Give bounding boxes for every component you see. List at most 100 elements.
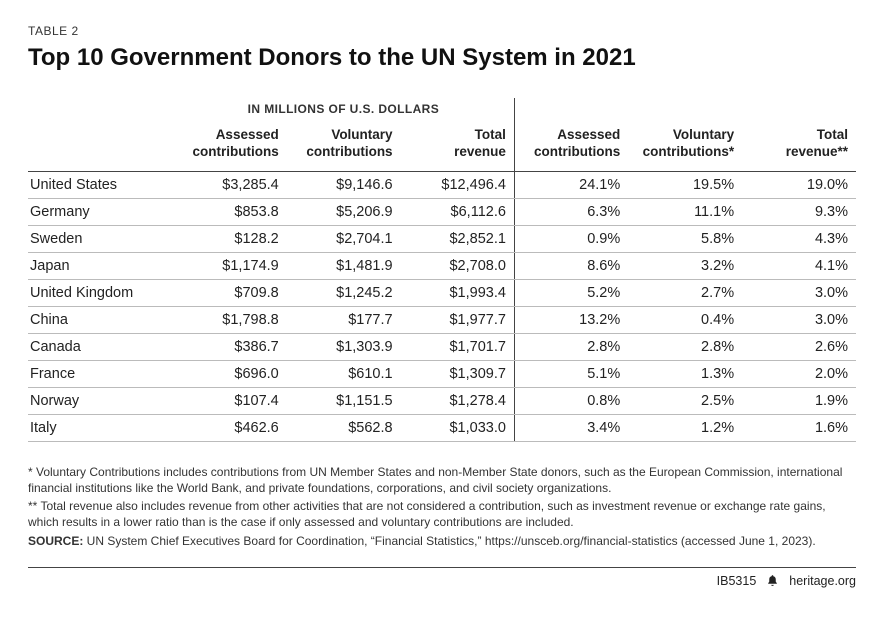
cell-total-usd: $12,496.4 xyxy=(401,171,515,198)
cell-country: Sweden xyxy=(28,225,173,252)
cell-assessed-usd: $128.2 xyxy=(173,225,287,252)
cell-voluntary-usd: $5,206.9 xyxy=(287,198,401,225)
source-text: UN System Chief Executives Board for Coo… xyxy=(83,534,815,548)
cell-total-pct: 9.3% xyxy=(742,198,856,225)
cell-assessed-pct: 13.2% xyxy=(514,306,628,333)
cell-voluntary-pct: 2.5% xyxy=(628,387,742,414)
cell-voluntary-usd: $1,303.9 xyxy=(287,333,401,360)
cell-country: Italy xyxy=(28,414,173,441)
col-country xyxy=(28,123,173,171)
source-line: SOURCE: UN System Chief Executives Board… xyxy=(28,533,856,549)
cell-assessed-pct: 8.6% xyxy=(514,252,628,279)
table-row: Japan$1,174.9$1,481.9$2,708.08.6%3.2%4.1… xyxy=(28,252,856,279)
footer-id: IB5315 xyxy=(717,574,757,588)
table-row: Germany$853.8$5,206.9$6,112.66.3%11.1%9.… xyxy=(28,198,856,225)
cell-total-usd: $6,112.6 xyxy=(401,198,515,225)
cell-assessed-pct: 0.8% xyxy=(514,387,628,414)
cell-country: Canada xyxy=(28,333,173,360)
cell-assessed-usd: $696.0 xyxy=(173,360,287,387)
footer-site: heritage.org xyxy=(789,574,856,588)
cell-voluntary-usd: $562.8 xyxy=(287,414,401,441)
cell-total-pct: 4.1% xyxy=(742,252,856,279)
table-row: China$1,798.8$177.7$1,977.713.2%0.4%3.0% xyxy=(28,306,856,333)
cell-country: France xyxy=(28,360,173,387)
table-label: TABLE 2 xyxy=(28,24,856,38)
cell-country: Norway xyxy=(28,387,173,414)
cell-assessed-usd: $853.8 xyxy=(173,198,287,225)
cell-total-pct: 4.3% xyxy=(742,225,856,252)
cell-assessed-pct: 24.1% xyxy=(514,171,628,198)
cell-voluntary-usd: $610.1 xyxy=(287,360,401,387)
cell-voluntary-usd: $1,245.2 xyxy=(287,279,401,306)
cell-total-usd: $1,033.0 xyxy=(401,414,515,441)
cell-assessed-usd: $386.7 xyxy=(173,333,287,360)
footnotes: * Voluntary Contributions includes contr… xyxy=(28,464,856,549)
col-voluntary-pct: Voluntarycontributions* xyxy=(628,123,742,171)
cell-total-pct: 2.0% xyxy=(742,360,856,387)
cell-voluntary-pct: 1.2% xyxy=(628,414,742,441)
cell-total-usd: $1,309.7 xyxy=(401,360,515,387)
page-title: Top 10 Government Donors to the UN Syste… xyxy=(28,44,856,72)
cell-total-pct: 2.6% xyxy=(742,333,856,360)
table-row: Italy$462.6$562.8$1,033.03.4%1.2%1.6% xyxy=(28,414,856,441)
cell-assessed-pct: 0.9% xyxy=(514,225,628,252)
footnote-2: ** Total revenue also includes revenue f… xyxy=(28,498,856,530)
cell-assessed-usd: $3,285.4 xyxy=(173,171,287,198)
cell-country: Japan xyxy=(28,252,173,279)
table-row: France$696.0$610.1$1,309.75.1%1.3%2.0% xyxy=(28,360,856,387)
table-row: Norway$107.4$1,151.5$1,278.40.8%2.5%1.9% xyxy=(28,387,856,414)
cell-assessed-pct: 5.1% xyxy=(514,360,628,387)
col-voluntary-usd: Voluntarycontributions xyxy=(287,123,401,171)
cell-voluntary-pct: 2.8% xyxy=(628,333,742,360)
cell-total-pct: 1.9% xyxy=(742,387,856,414)
source-label: SOURCE: xyxy=(28,534,83,548)
cell-total-usd: $1,701.7 xyxy=(401,333,515,360)
cell-assessed-pct: 6.3% xyxy=(514,198,628,225)
cell-total-usd: $1,993.4 xyxy=(401,279,515,306)
table-row: Canada$386.7$1,303.9$1,701.72.8%2.8%2.6% xyxy=(28,333,856,360)
cell-voluntary-usd: $177.7 xyxy=(287,306,401,333)
col-total-usd: Totalrevenue xyxy=(401,123,515,171)
cell-voluntary-pct: 0.4% xyxy=(628,306,742,333)
cell-assessed-usd: $462.6 xyxy=(173,414,287,441)
table-row: United Kingdom$709.8$1,245.2$1,993.45.2%… xyxy=(28,279,856,306)
cell-total-pct: 19.0% xyxy=(742,171,856,198)
cell-country: United States xyxy=(28,171,173,198)
col-assessed-pct: Assessedcontributions xyxy=(514,123,628,171)
cell-assessed-usd: $1,174.9 xyxy=(173,252,287,279)
footer: IB5315 heritage.org xyxy=(28,567,856,588)
cell-total-usd: $1,278.4 xyxy=(401,387,515,414)
cell-assessed-pct: 5.2% xyxy=(514,279,628,306)
cell-total-usd: $2,708.0 xyxy=(401,252,515,279)
cell-voluntary-pct: 19.5% xyxy=(628,171,742,198)
col-total-pct: Totalrevenue** xyxy=(742,123,856,171)
cell-voluntary-usd: $9,146.6 xyxy=(287,171,401,198)
table-row: United States$3,285.4$9,146.6$12,496.424… xyxy=(28,171,856,198)
cell-assessed-usd: $709.8 xyxy=(173,279,287,306)
footnote-1: * Voluntary Contributions includes contr… xyxy=(28,464,856,496)
cell-voluntary-pct: 2.7% xyxy=(628,279,742,306)
cell-country: Germany xyxy=(28,198,173,225)
table-row: Sweden$128.2$2,704.1$2,852.10.9%5.8%4.3% xyxy=(28,225,856,252)
cell-assessed-pct: 3.4% xyxy=(514,414,628,441)
cell-voluntary-pct: 11.1% xyxy=(628,198,742,225)
cell-voluntary-usd: $1,481.9 xyxy=(287,252,401,279)
super-header-usd: IN MILLIONS OF U.S. DOLLARS xyxy=(173,98,515,123)
cell-voluntary-usd: $1,151.5 xyxy=(287,387,401,414)
cell-country: United Kingdom xyxy=(28,279,173,306)
cell-assessed-usd: $1,798.8 xyxy=(173,306,287,333)
cell-total-pct: 3.0% xyxy=(742,306,856,333)
cell-assessed-pct: 2.8% xyxy=(514,333,628,360)
cell-voluntary-pct: 3.2% xyxy=(628,252,742,279)
bell-icon xyxy=(766,574,779,587)
cell-total-usd: $2,852.1 xyxy=(401,225,515,252)
col-assessed-usd: Assessedcontributions xyxy=(173,123,287,171)
cell-total-pct: 3.0% xyxy=(742,279,856,306)
cell-voluntary-pct: 5.8% xyxy=(628,225,742,252)
cell-assessed-usd: $107.4 xyxy=(173,387,287,414)
cell-voluntary-pct: 1.3% xyxy=(628,360,742,387)
data-table: IN MILLIONS OF U.S. DOLLARS Assessedcont… xyxy=(28,98,856,442)
cell-total-pct: 1.6% xyxy=(742,414,856,441)
cell-country: China xyxy=(28,306,173,333)
cell-total-usd: $1,977.7 xyxy=(401,306,515,333)
